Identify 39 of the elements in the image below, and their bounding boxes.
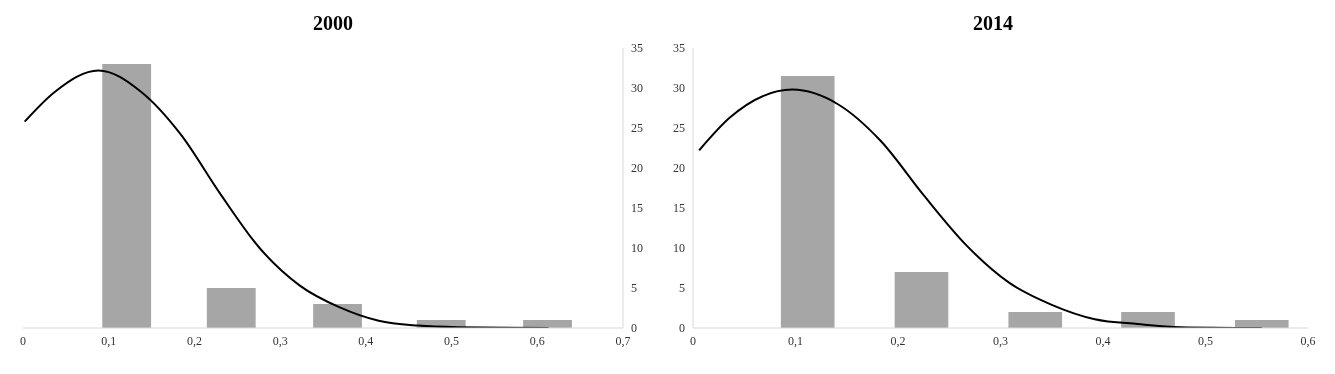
x-tick-label: 0,3 [272, 333, 288, 348]
x-tick-label: 0,5 [1198, 333, 1213, 348]
y-tick-label: 20 [631, 161, 643, 176]
x-tick-label: 0,1 [101, 333, 117, 348]
y-tick-label: 35 [673, 41, 685, 56]
y-tick-label: 30 [631, 81, 643, 96]
x-tick-label: 0,4 [1095, 333, 1111, 348]
x-tick-label: 0,6 [529, 333, 545, 348]
y-tick-label: 30 [673, 81, 685, 96]
y-tick-label: 15 [631, 201, 643, 216]
x-tick-label: 0,3 [993, 333, 1008, 348]
bar [206, 288, 256, 328]
y-tick-label: 25 [631, 121, 643, 136]
bar [102, 64, 152, 328]
y-tick-label: 0 [631, 321, 637, 336]
y-tick-label: 35 [631, 41, 643, 56]
chart-title: 2014 [972, 11, 1014, 36]
bar [1008, 312, 1063, 328]
x-tick-label: 0,7 [615, 333, 631, 348]
y-tick-label: 15 [673, 201, 685, 216]
chart-title: 2000 [312, 11, 354, 36]
x-tick-label: 0,4 [358, 333, 374, 348]
x-tick-label: 0,1 [788, 333, 803, 348]
x-tick-label: 0 [690, 333, 696, 348]
y-tick-label: 5 [679, 281, 685, 296]
bar [894, 272, 949, 328]
y-tick-label: 10 [673, 241, 685, 256]
y-tick-label: 5 [631, 281, 637, 296]
x-tick-label: 0 [20, 333, 26, 348]
x-tick-label: 0,6 [1300, 333, 1316, 348]
y-tick-label: 10 [631, 241, 643, 256]
x-tick-label: 0,5 [444, 333, 460, 348]
x-tick-label: 0,2 [186, 333, 202, 348]
y-tick-label: 25 [673, 121, 685, 136]
bar [313, 304, 362, 328]
x-tick-label: 0,2 [890, 333, 906, 348]
y-tick-label: 0 [679, 321, 685, 336]
bar [780, 76, 835, 328]
y-tick-label: 20 [673, 161, 685, 176]
